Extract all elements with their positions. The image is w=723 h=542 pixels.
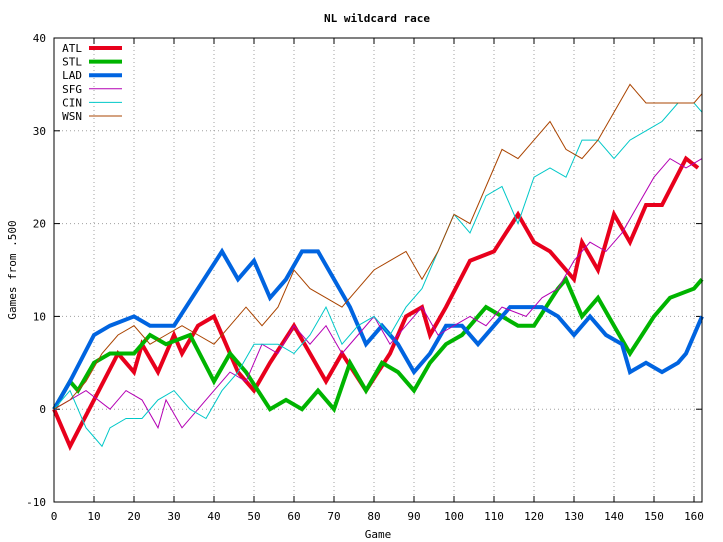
chart-title: NL wildcard race bbox=[324, 12, 430, 25]
x-tick-label: 160 bbox=[684, 510, 704, 523]
x-tick-labels: 0 10 20 30 40 50 60 70 80 90 100 110 120 130 140 150 160 bbox=[51, 510, 704, 523]
x-tick-label: 60 bbox=[287, 510, 300, 523]
grid-lines bbox=[53, 37, 702, 503]
x-tick-label: 130 bbox=[564, 510, 584, 523]
x-tick-label: 20 bbox=[127, 510, 140, 523]
x-tick-label: 100 bbox=[444, 510, 464, 523]
legend-label: CIN bbox=[62, 96, 82, 109]
y-tick-labels: -10 0 10 20 30 40 bbox=[26, 32, 46, 509]
x-tick-label: 70 bbox=[327, 510, 340, 523]
x-tick-label: 150 bbox=[644, 510, 664, 523]
legend-label: WSN bbox=[62, 110, 82, 123]
x-tick-label: 10 bbox=[87, 510, 100, 523]
x-tick-label: 0 bbox=[51, 510, 58, 523]
x-axis-label: Game bbox=[365, 528, 392, 541]
x-tick-label: 40 bbox=[207, 510, 220, 523]
x-tick-label: 80 bbox=[367, 510, 380, 523]
x-tick-label: 30 bbox=[167, 510, 180, 523]
legend-label: SFG bbox=[62, 83, 82, 96]
legend-label: LAD bbox=[62, 69, 82, 82]
x-tick-label: 110 bbox=[484, 510, 504, 523]
series-line-stl bbox=[52, 275, 704, 414]
legend-label: STL bbox=[62, 56, 82, 69]
y-tick-label: 0 bbox=[39, 403, 46, 416]
series-layer bbox=[52, 83, 704, 451]
series-line-cin bbox=[53, 102, 703, 448]
legend-label: ATL bbox=[62, 42, 82, 55]
y-tick-label: 40 bbox=[33, 32, 46, 45]
y-tick-label: 10 bbox=[33, 310, 46, 323]
plot-frame bbox=[53, 37, 703, 503]
series-line-wsn bbox=[53, 83, 703, 410]
y-tick-label: 20 bbox=[33, 218, 46, 231]
y-tick-label: -10 bbox=[26, 496, 46, 509]
x-tick-label: 120 bbox=[524, 510, 544, 523]
x-tick-label: 50 bbox=[247, 510, 260, 523]
series-line-lad bbox=[52, 247, 704, 411]
y-axis-label: Games from .500 bbox=[6, 220, 19, 319]
x-tick-label: 140 bbox=[604, 510, 624, 523]
x-tick-label: 90 bbox=[407, 510, 420, 523]
y-tick-label: 30 bbox=[33, 125, 46, 138]
series-line-sfg bbox=[53, 157, 703, 430]
